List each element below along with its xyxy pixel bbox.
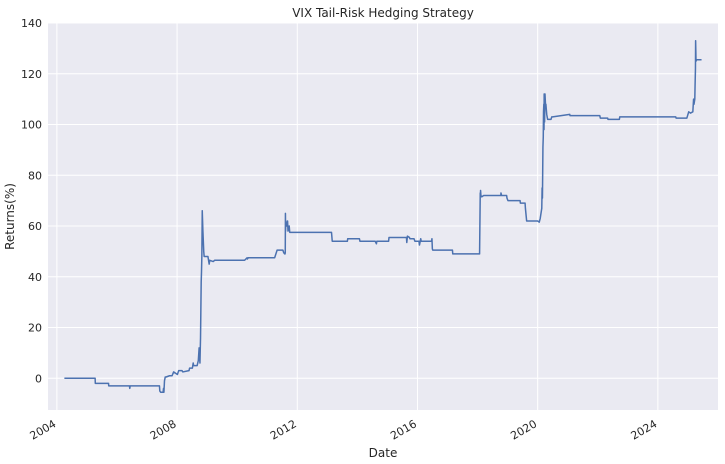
- grid-lines: [48, 22, 718, 410]
- returns-series-line: [64, 40, 702, 393]
- y-tick-label: 120: [21, 68, 42, 81]
- y-tick-label: 40: [28, 271, 42, 284]
- y-tick-label: 60: [28, 220, 42, 233]
- x-tick-label: 2024: [629, 417, 660, 442]
- y-tick-label: 100: [21, 119, 42, 132]
- y-tick-label: 0: [35, 372, 42, 385]
- series-layer: [64, 40, 702, 393]
- x-tick-label: 2004: [28, 417, 59, 442]
- y-axis-label: Returns(%): [3, 183, 17, 250]
- y-tick-label: 80: [28, 169, 42, 182]
- x-axis-label: Date: [369, 446, 398, 460]
- x-tick-label: 2008: [148, 417, 179, 442]
- x-tick-label: 2012: [268, 417, 299, 442]
- y-tick-label: 20: [28, 322, 42, 335]
- plot-area: [48, 23, 718, 410]
- x-tick-label: 2020: [508, 417, 539, 442]
- y-tick-label: 140: [21, 17, 42, 30]
- x-tick-label: 2016: [388, 417, 419, 442]
- chart-title: VIX Tail-Risk Hedging Strategy: [292, 6, 474, 20]
